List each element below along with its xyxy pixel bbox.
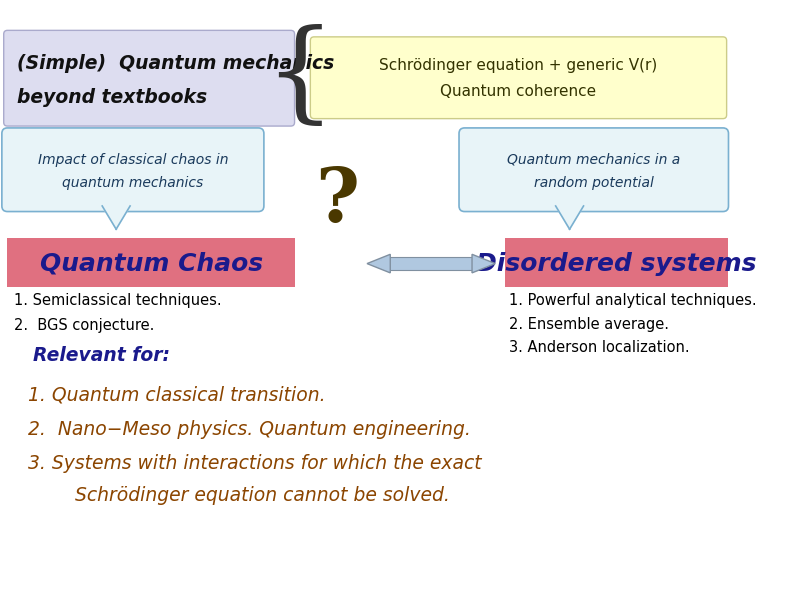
FancyBboxPatch shape xyxy=(7,239,295,287)
Text: ?: ? xyxy=(315,165,360,238)
Text: Impact of classical chaos in: Impact of classical chaos in xyxy=(37,152,228,167)
Polygon shape xyxy=(102,206,130,229)
Text: 2.  BGS conjecture.: 2. BGS conjecture. xyxy=(14,318,154,333)
Bar xyxy=(388,257,474,270)
Text: Relevant for:: Relevant for: xyxy=(33,346,170,365)
Text: Quantum Chaos: Quantum Chaos xyxy=(40,252,263,275)
Text: quantum mechanics: quantum mechanics xyxy=(62,176,203,190)
Polygon shape xyxy=(367,254,391,273)
Text: Quantum coherence: Quantum coherence xyxy=(441,84,596,99)
Text: Schrödinger equation + generic V(r): Schrödinger equation + generic V(r) xyxy=(380,58,657,73)
Text: beyond textbooks: beyond textbooks xyxy=(17,87,207,107)
Text: 1. Quantum classical transition.: 1. Quantum classical transition. xyxy=(28,385,326,404)
FancyBboxPatch shape xyxy=(4,30,295,126)
Polygon shape xyxy=(556,206,584,229)
Text: Quantum mechanics in a: Quantum mechanics in a xyxy=(507,152,680,167)
Text: 3. Anderson localization.: 3. Anderson localization. xyxy=(509,340,690,355)
FancyBboxPatch shape xyxy=(310,37,727,118)
FancyBboxPatch shape xyxy=(504,239,727,287)
Text: {: { xyxy=(264,24,334,131)
Text: Disordered systems: Disordered systems xyxy=(476,252,757,275)
Polygon shape xyxy=(472,254,495,273)
Text: (Simple)  Quantum mechanics: (Simple) Quantum mechanics xyxy=(17,54,334,73)
Text: 2. Ensemble average.: 2. Ensemble average. xyxy=(509,317,669,331)
Text: Schrödinger equation cannot be solved.: Schrödinger equation cannot be solved. xyxy=(51,486,450,505)
Text: 1. Semiclassical techniques.: 1. Semiclassical techniques. xyxy=(14,293,222,308)
Text: 2.  Nano−Meso physics. Quantum engineering.: 2. Nano−Meso physics. Quantum engineerin… xyxy=(28,421,471,440)
Text: 3. Systems with interactions for which the exact: 3. Systems with interactions for which t… xyxy=(28,454,481,473)
Text: 1. Powerful analytical techniques.: 1. Powerful analytical techniques. xyxy=(509,293,757,308)
FancyBboxPatch shape xyxy=(459,128,728,212)
Text: random potential: random potential xyxy=(534,176,653,190)
FancyBboxPatch shape xyxy=(2,128,264,212)
